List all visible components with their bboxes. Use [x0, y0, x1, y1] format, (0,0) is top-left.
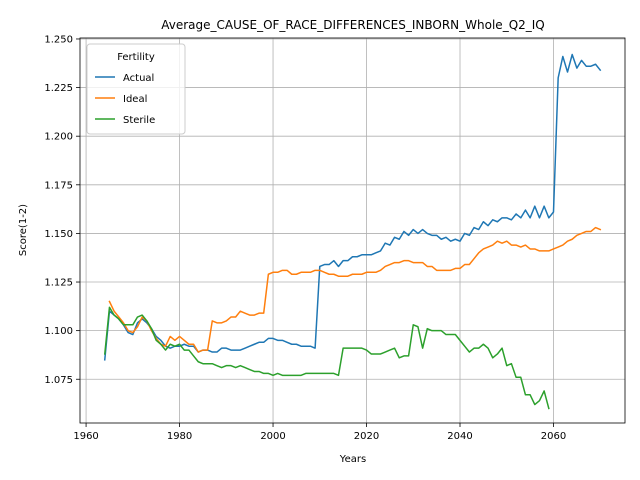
y-tick-label: 1.225: [44, 83, 73, 94]
x-tick-label: 2020: [354, 431, 379, 442]
y-tick-label: 1.125: [44, 278, 73, 289]
x-tick-label: 2000: [260, 431, 285, 442]
y-tick-label: 1.200: [44, 132, 73, 143]
y-tick-label: 1.075: [44, 375, 73, 386]
y-tick-label: 1.175: [44, 180, 73, 191]
legend-label-actual: Actual: [123, 73, 154, 84]
y-tick-label: 1.100: [44, 326, 73, 337]
chart-title: Average_CAUSE_OF_RACE_DIFFERENCES_INBORN…: [161, 18, 545, 32]
x-tick-label: 1960: [73, 431, 98, 442]
x-axis-label: Years: [339, 454, 366, 465]
x-tick-label: 2060: [541, 431, 566, 442]
x-tick-label: 2040: [447, 431, 472, 442]
y-axis-label: Score(1-2): [18, 204, 29, 256]
y-tick-label: 1.150: [44, 229, 73, 240]
legend: Fertility Actual Ideal Sterile: [87, 44, 185, 134]
legend-title: Fertility: [117, 52, 155, 63]
legend-label-ideal: Ideal: [123, 94, 147, 105]
legend-label-sterile: Sterile: [123, 115, 155, 126]
y-tick-label: 1.250: [44, 34, 73, 45]
x-tick-label: 1980: [167, 431, 192, 442]
